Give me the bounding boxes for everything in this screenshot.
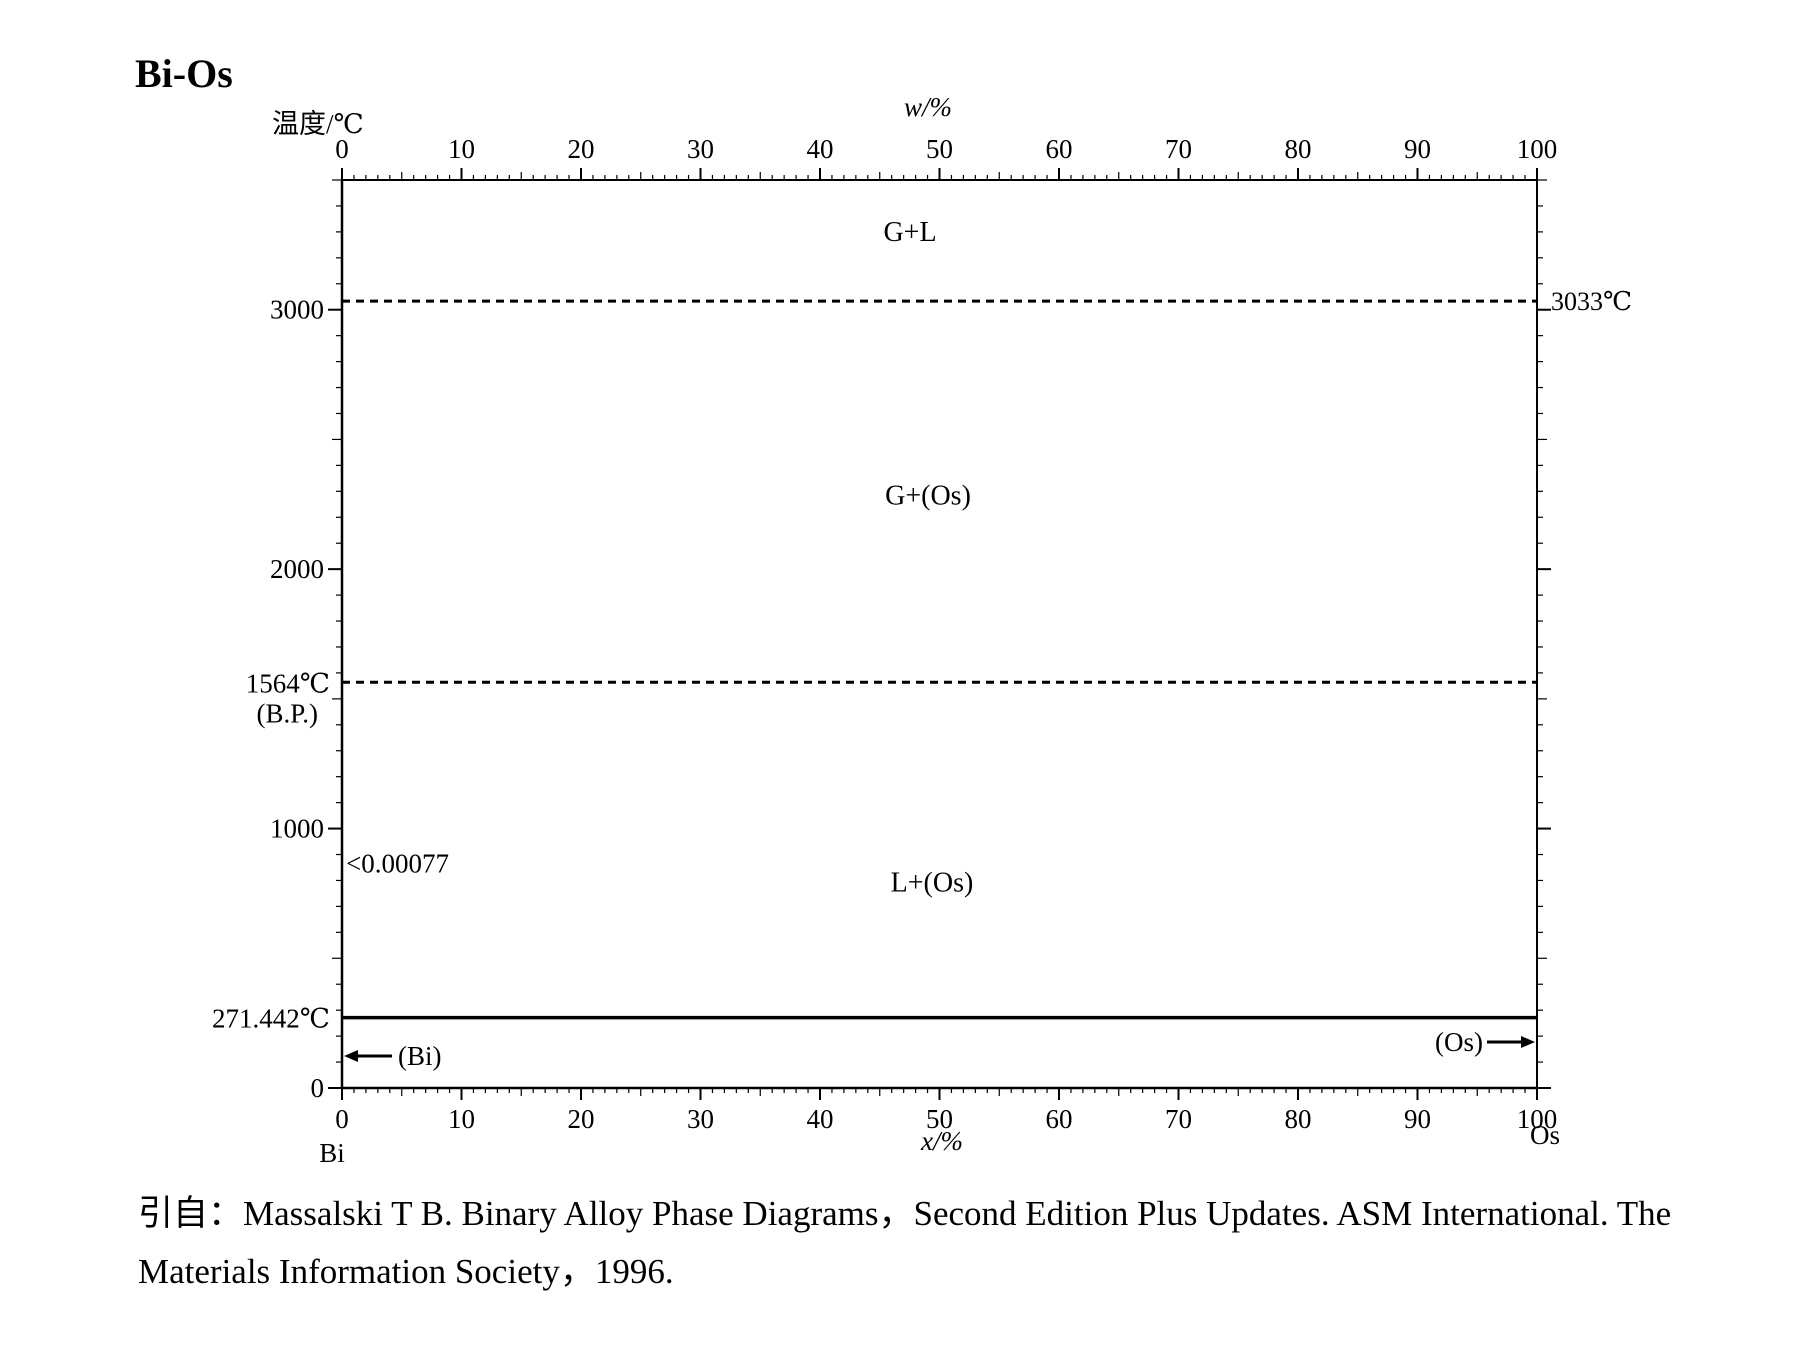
top-tick-label: 60: [1046, 134, 1073, 164]
bottom-tick-label: 0: [335, 1104, 349, 1134]
region-label: L+(Os): [891, 867, 974, 898]
phase-lines: [342, 299, 1537, 1020]
component-left-label: Bi: [319, 1138, 345, 1168]
citation-text: Massalski T B. Binary Alloy Phase Diagra…: [138, 1194, 1672, 1291]
y-tick-label: 3000: [270, 295, 324, 325]
citation-prefix: 引自：: [138, 1194, 244, 1233]
label-1564: 1564℃: [246, 668, 330, 698]
bottom-tick-label: 40: [807, 1104, 834, 1134]
top-tick-label: 0: [335, 134, 349, 164]
bottom-tick-label: 50: [926, 1104, 953, 1134]
y-tick-label: 0: [311, 1073, 325, 1103]
top-tick-label: 80: [1285, 134, 1312, 164]
bi-arrow-head: [344, 1050, 358, 1062]
label-bp: (B.P.): [256, 698, 318, 728]
top-tick-label: 20: [568, 134, 595, 164]
region-label: G+L: [883, 217, 936, 248]
component-right-label: Os: [1530, 1120, 1560, 1150]
diagram-title: Bi-Os: [135, 51, 233, 96]
os-arrow-head: [1521, 1036, 1535, 1048]
axis-labels: 0 10 20 30 40 50 60 70 80 90 1000 10 20 30 40 50 60 70 80 9…: [270, 92, 1560, 1168]
bi-phase-label: (Bi): [398, 1041, 442, 1071]
annotations: 3033℃ 1564℃(B.P.) 271.442℃ G+L G+(Os) L+(Os) <…: [212, 217, 1632, 1071]
bottom-tick-label: 60: [1046, 1104, 1073, 1134]
bottom-tick-label: 10: [448, 1104, 475, 1134]
y-tick-label: 1000: [270, 814, 324, 844]
bottom-tick-label: 70: [1165, 1104, 1192, 1134]
plot-frame: [340, 179, 1538, 1090]
bottom-tick-label: 30: [687, 1104, 714, 1134]
region-label: G+(Os): [885, 480, 971, 511]
top-tick-label: 70: [1165, 134, 1192, 164]
label-271: 271.442℃: [212, 1004, 330, 1034]
bottom-tick-label: 20: [568, 1104, 595, 1134]
os-phase-label: (Os): [1435, 1027, 1483, 1057]
label-3033: 3033℃: [1551, 287, 1632, 316]
top-tick-label: 40: [807, 134, 834, 164]
y-axis-title: 温度/℃: [272, 109, 364, 139]
top-tick-label: 90: [1404, 134, 1431, 164]
top-tick-label: 30: [687, 134, 714, 164]
y-tick-label: 2000: [270, 554, 324, 584]
bottom-axis-title: x/%: [920, 1126, 963, 1156]
citation: 引自：Massalski T B. Binary Alloy Phase Dia…: [138, 1185, 1778, 1301]
bottom-tick-label: 100: [1517, 1104, 1558, 1134]
solubility-label: <0.00077: [346, 849, 449, 879]
top-tick-label: 100: [1517, 134, 1558, 164]
top-tick-label: 50: [926, 134, 953, 164]
top-tick-label: 10: [448, 134, 475, 164]
top-axis-title: w/%: [904, 92, 952, 122]
bottom-tick-label: 80: [1285, 1104, 1312, 1134]
axis-ticks: [328, 168, 1551, 1100]
bottom-tick-label: 90: [1404, 1104, 1431, 1134]
